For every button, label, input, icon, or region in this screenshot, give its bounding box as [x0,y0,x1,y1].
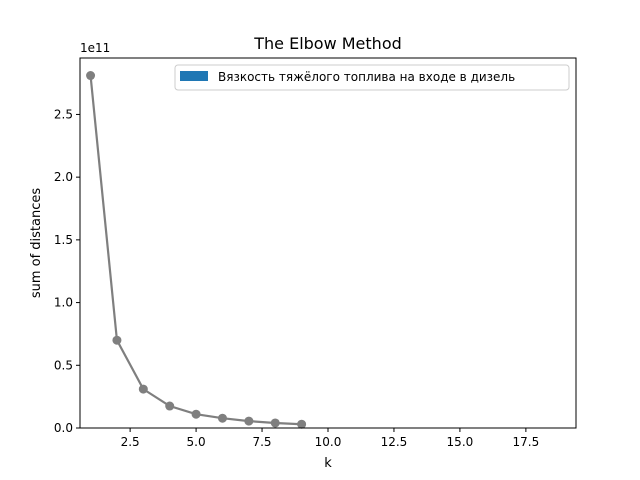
y-axis-label: sum of distances [29,188,44,299]
x-tick-label: 10.0 [315,435,342,449]
y-tick-label: 0.0 [54,421,73,435]
y-tick-label: 1.0 [54,296,73,310]
x-tick-label: 5.0 [187,435,206,449]
x-tick-label: 15.0 [447,435,474,449]
x-tick-label: 12.5 [381,435,408,449]
data-point [217,413,227,423]
data-point [191,409,201,419]
y-tick-label: 0.5 [54,358,73,372]
legend-swatch [180,71,208,81]
data-point [112,335,122,345]
x-axis-label: k [324,456,332,471]
y-tick-label: 2.0 [54,170,73,184]
legend-label: Вязкость тяжёлого топлива на входе в диз… [218,70,515,84]
y-tick-label: 2.5 [54,107,73,121]
x-tick-label: 17.5 [513,435,540,449]
series-line [89,75,302,426]
y-axis-offset-label: 1e11 [80,41,110,55]
data-point [270,418,280,428]
data-point [138,384,148,394]
data-point [244,416,254,426]
chart-title: The Elbow Method [253,34,402,53]
x-tick-label: 7.5 [252,435,271,449]
x-tick-label: 2.5 [121,435,140,449]
plot-frame [79,57,577,429]
y-tick-label: 1.5 [54,233,73,247]
data-point [165,401,175,411]
series-layer [86,71,307,429]
data-point [86,71,96,81]
data-point [297,419,307,429]
axis-ticks: 2.5 5.0 7.5 10.0 12.5 15.0 17.5 0.0 0.5 1.0 1.5 2.0… [54,107,539,449]
legend-box [174,64,570,91]
legend: Вязкость тяжёлого топлива на входе в диз… [174,64,570,91]
